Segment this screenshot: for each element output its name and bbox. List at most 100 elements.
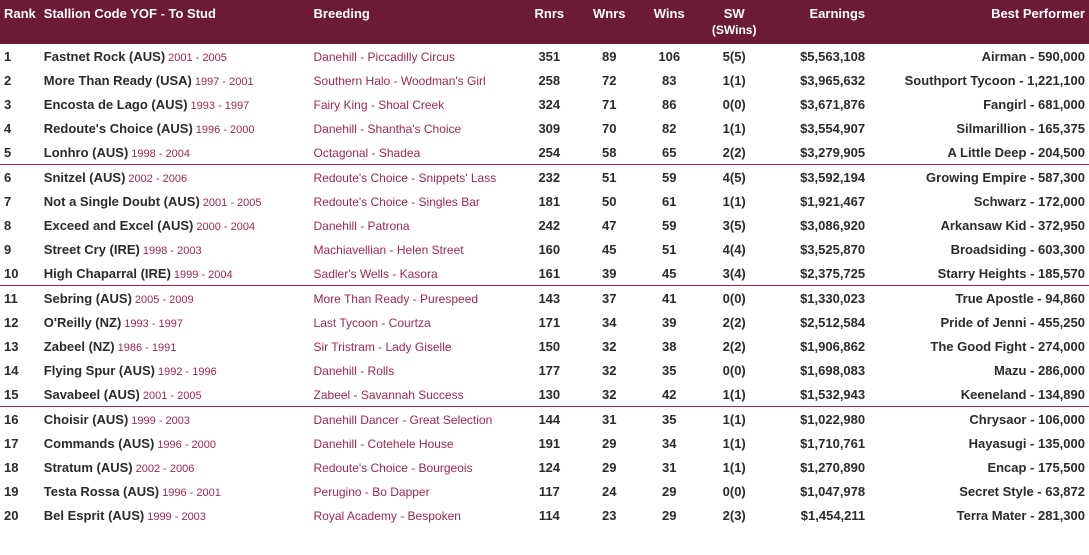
cell-earnings: $1,710,761 — [800, 436, 865, 451]
cell-rnrs: 171 — [538, 315, 560, 330]
table-row: 2 More Than Ready (USA)1997 - 2001 Souther… — [0, 68, 1089, 92]
cell-rank: 20 — [4, 508, 18, 523]
cell-stallion-name: Street Cry (IRE) — [44, 242, 140, 257]
cell-stallion-years: 1997 - 2001 — [195, 76, 254, 88]
cell-stallion-name: More Than Ready (USA) — [44, 73, 192, 88]
cell-bestperf: Fangirl - 681,000 — [983, 97, 1085, 112]
cell-bestperf: Encap - 175,500 — [987, 460, 1085, 475]
cell-wins: 34 — [662, 436, 676, 451]
cell-sw: 1(1) — [723, 436, 746, 451]
cell-rnrs: 160 — [538, 242, 560, 257]
table-row: 19Testa Rossa (AUS)1996 - 2001Perugino -… — [0, 479, 1089, 503]
cell-wnrs: 51 — [602, 170, 616, 185]
header-sw-main: SW — [724, 6, 745, 21]
cell-sw: 2(2) — [723, 339, 746, 354]
cell-wins: 86 — [662, 97, 676, 112]
cell-sw: 4(4) — [723, 242, 746, 257]
cell-rnrs: 324 — [538, 97, 560, 112]
cell-rnrs: 232 — [538, 170, 560, 185]
cell-breeding: Southern Halo - Woodman's Girl — [314, 74, 486, 88]
cell-rnrs: 143 — [538, 291, 560, 306]
table-body: 1Fastnet Rock (AUS)2001 - 2005Danehill -… — [0, 44, 1089, 527]
cell-sw: 2(2) — [723, 315, 746, 330]
cell-earnings: $3,592,194 — [800, 170, 865, 185]
cell-sw: 3(4) — [723, 266, 746, 281]
cell-sw: 1(1) — [723, 460, 746, 475]
cell-wnrs: 72 — [602, 73, 616, 88]
cell-wnrs: 31 — [602, 412, 616, 427]
cell-bestperf: The Good Fight - 274,000 — [930, 339, 1085, 354]
cell-rank: 2 — [4, 73, 11, 88]
cell-stallion-years: 2002 - 2006 — [136, 463, 195, 475]
cell-earnings: $3,554,907 — [800, 121, 865, 136]
cell-stallion-years: 1986 - 1991 — [118, 342, 177, 354]
cell-rank: 4 — [4, 121, 11, 136]
cell-sw: 1(1) — [723, 412, 746, 427]
cell-breeding: Danehill - Rolls — [314, 364, 395, 378]
header-earnings: Earnings — [769, 0, 869, 44]
cell-breeding: Redoute's Choice - Snippets' Lass — [314, 171, 497, 185]
header-sw: SW (SWins) — [699, 0, 769, 44]
cell-wnrs: 29 — [602, 436, 616, 451]
cell-rank: 18 — [4, 460, 18, 475]
cell-rnrs: 191 — [538, 436, 560, 451]
cell-wins: 51 — [662, 242, 676, 257]
cell-wnrs: 32 — [602, 387, 616, 402]
cell-stallion-name: High Chaparral (IRE) — [44, 266, 171, 281]
cell-bestperf: Pride of Jenni - 455,250 — [940, 315, 1085, 330]
cell-earnings: $1,906,862 — [800, 339, 865, 354]
cell-rank: 1 — [4, 49, 11, 64]
stallion-table: Rank Stallion Code YOF - To Stud Breedin… — [0, 0, 1089, 527]
cell-wins: 59 — [662, 218, 676, 233]
cell-breeding: Danehill - Patrona — [314, 219, 410, 233]
cell-wnrs: 71 — [602, 97, 616, 112]
cell-bestperf: Terra Mater - 281,300 — [957, 508, 1085, 523]
cell-sw: 4(5) — [723, 170, 746, 185]
cell-rank: 15 — [4, 387, 18, 402]
cell-stallion-years: 1998 - 2003 — [143, 245, 202, 257]
cell-earnings: $5,563,108 — [800, 49, 865, 64]
cell-stallion-years: 1999 - 2003 — [147, 511, 206, 523]
cell-stallion-name: Not a Single Doubt (AUS) — [44, 194, 200, 209]
cell-earnings: $1,270,890 — [800, 460, 865, 475]
cell-earnings: $1,921,467 — [800, 194, 865, 209]
cell-stallion-years: 1996 - 2000 — [196, 124, 255, 136]
cell-rnrs: 258 — [538, 73, 560, 88]
table-row: 6Snitzel (AUS)2002 - 2006Redoute's Choic… — [0, 165, 1089, 190]
cell-earnings: $1,022,980 — [800, 412, 865, 427]
cell-stallion-years: 2005 - 2009 — [135, 294, 194, 306]
cell-breeding: Redoute's Choice - Bourgeois — [314, 461, 473, 475]
cell-sw: 0(0) — [723, 484, 746, 499]
cell-bestperf: Keeneland - 134,890 — [961, 387, 1085, 402]
table-row: 14Flying Spur (AUS)1992 - 1996Danehill -… — [0, 358, 1089, 382]
header-stallion: Stallion Code YOF - To Stud — [40, 0, 310, 44]
cell-sw: 1(1) — [723, 387, 746, 402]
cell-wnrs: 37 — [602, 291, 616, 306]
cell-stallion-years: 1993 - 1997 — [124, 318, 183, 330]
cell-wnrs: 32 — [602, 363, 616, 378]
cell-wins: 42 — [662, 387, 676, 402]
cell-wins: 29 — [662, 508, 676, 523]
cell-wnrs: 24 — [602, 484, 616, 499]
cell-wins: 29 — [662, 484, 676, 499]
cell-earnings: $2,375,725 — [800, 266, 865, 281]
header-bestperf: Best Performer — [869, 0, 1089, 44]
cell-wnrs: 58 — [602, 145, 616, 160]
header-wins: Wins — [639, 0, 699, 44]
cell-rank: 6 — [4, 170, 11, 185]
cell-stallion-years: 1992 - 1996 — [158, 366, 217, 378]
cell-stallion-name: Stratum (AUS) — [44, 460, 133, 475]
table-row: 16Choisir (AUS)1999 - 2003Danehill Dance… — [0, 407, 1089, 432]
cell-rank: 16 — [4, 412, 18, 427]
cell-rank: 8 — [4, 218, 11, 233]
table-row: 18 Stratum (AUS)2002 - 2006 Redoute's Choi… — [0, 455, 1089, 479]
cell-earnings: $3,525,870 — [800, 242, 865, 257]
cell-stallion-years: 1996 - 2001 — [162, 487, 221, 499]
cell-bestperf: Airman - 590,000 — [982, 49, 1085, 64]
cell-bestperf: Chrysaor - 106,000 — [969, 412, 1085, 427]
cell-stallion-name: Redoute's Choice (AUS) — [44, 121, 193, 136]
cell-wins: 83 — [662, 73, 676, 88]
table-row: 5Lonhro (AUS)1998 - 2004Octagonal - Shad… — [0, 140, 1089, 165]
cell-stallion-name: Exceed and Excel (AUS) — [44, 218, 194, 233]
cell-stallion-name: Fastnet Rock (AUS) — [44, 49, 165, 64]
